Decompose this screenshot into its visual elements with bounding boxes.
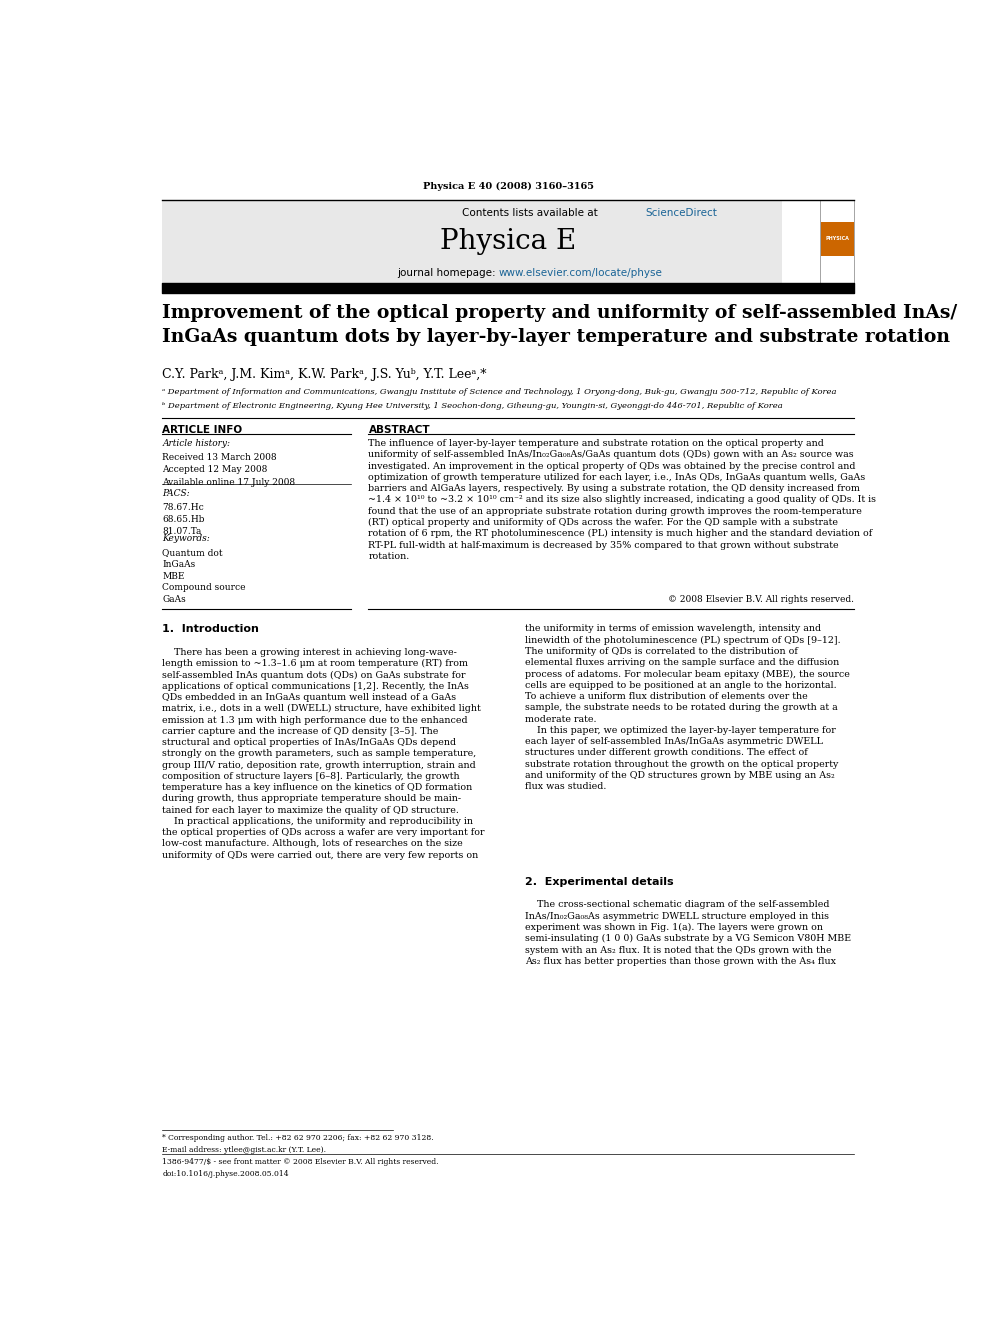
Text: 78.67.Hc
68.65.Hb
81.07.Ta: 78.67.Hc 68.65.Hb 81.07.Ta	[163, 503, 205, 536]
Text: Physica E: Physica E	[440, 228, 576, 255]
Text: E-mail address: ytlee@gist.ac.kr (Y.T. Lee).: E-mail address: ytlee@gist.ac.kr (Y.T. L…	[163, 1146, 326, 1154]
Text: ScienceDirect: ScienceDirect	[645, 208, 717, 218]
Text: Article history:: Article history:	[163, 439, 230, 448]
FancyBboxPatch shape	[820, 222, 853, 255]
Text: the uniformity in terms of emission wavelength, intensity and
linewidth of the p: the uniformity in terms of emission wave…	[526, 624, 850, 791]
Text: Accepted 12 May 2008: Accepted 12 May 2008	[163, 466, 268, 475]
FancyBboxPatch shape	[819, 200, 854, 283]
Text: www.elsevier.com/locate/physe: www.elsevier.com/locate/physe	[498, 267, 663, 278]
Text: PHYSICA: PHYSICA	[825, 235, 849, 241]
Text: Quantum dot
InGaAs
MBE
Compound source
GaAs: Quantum dot InGaAs MBE Compound source G…	[163, 548, 246, 605]
Text: Contents lists available at: Contents lists available at	[462, 208, 601, 218]
Text: Available online 17 July 2008: Available online 17 July 2008	[163, 478, 296, 487]
Text: Physica E 40 (2008) 3160–3165: Physica E 40 (2008) 3160–3165	[423, 183, 594, 192]
Text: 1386-9477/$ - see front matter © 2008 Elsevier B.V. All rights reserved.: 1386-9477/$ - see front matter © 2008 El…	[163, 1158, 438, 1166]
Text: 2.  Experimental details: 2. Experimental details	[526, 877, 674, 886]
Text: © 2008 Elsevier B.V. All rights reserved.: © 2008 Elsevier B.V. All rights reserved…	[669, 595, 854, 603]
Text: Received 13 March 2008: Received 13 March 2008	[163, 454, 277, 462]
Text: There has been a growing interest in achieving long-wave-
length emission to ~1.: There has been a growing interest in ach…	[163, 648, 485, 860]
Text: C.Y. Parkᵃ, J.M. Kimᵃ, K.W. Parkᵃ, J.S. Yuᵇ, Y.T. Leeᵃ,*: C.Y. Parkᵃ, J.M. Kimᵃ, K.W. Parkᵃ, J.S. …	[163, 368, 487, 381]
Text: journal homepage:: journal homepage:	[397, 267, 499, 278]
Text: ᵃ Department of Information and Communications, Gwangju Institute of Science and: ᵃ Department of Information and Communic…	[163, 388, 837, 396]
Text: Improvement of the optical property and uniformity of self-assembled InAs/
InGaA: Improvement of the optical property and …	[163, 304, 957, 347]
Text: ᵇ Department of Electronic Engineering, Kyung Hee University, 1 Seochon-dong, Gi: ᵇ Department of Electronic Engineering, …	[163, 402, 784, 410]
Text: * Corresponding author. Tel.: +82 62 970 2206; fax: +82 62 970 3128.: * Corresponding author. Tel.: +82 62 970…	[163, 1134, 434, 1142]
Text: PACS:: PACS:	[163, 488, 190, 497]
Text: The influence of layer-by-layer temperature and substrate rotation on the optica: The influence of layer-by-layer temperat…	[368, 439, 877, 561]
Text: The cross-sectional schematic diagram of the self-assembled
InAs/In₀₂Ga₀₈As asym: The cross-sectional schematic diagram of…	[526, 901, 851, 966]
Text: Keywords:: Keywords:	[163, 533, 210, 542]
Text: ARTICLE INFO: ARTICLE INFO	[163, 425, 243, 435]
Text: 1.  Introduction: 1. Introduction	[163, 624, 259, 634]
Text: doi:10.1016/j.physe.2008.05.014: doi:10.1016/j.physe.2008.05.014	[163, 1171, 289, 1179]
FancyBboxPatch shape	[163, 200, 782, 283]
Text: ABSTRACT: ABSTRACT	[368, 425, 431, 435]
